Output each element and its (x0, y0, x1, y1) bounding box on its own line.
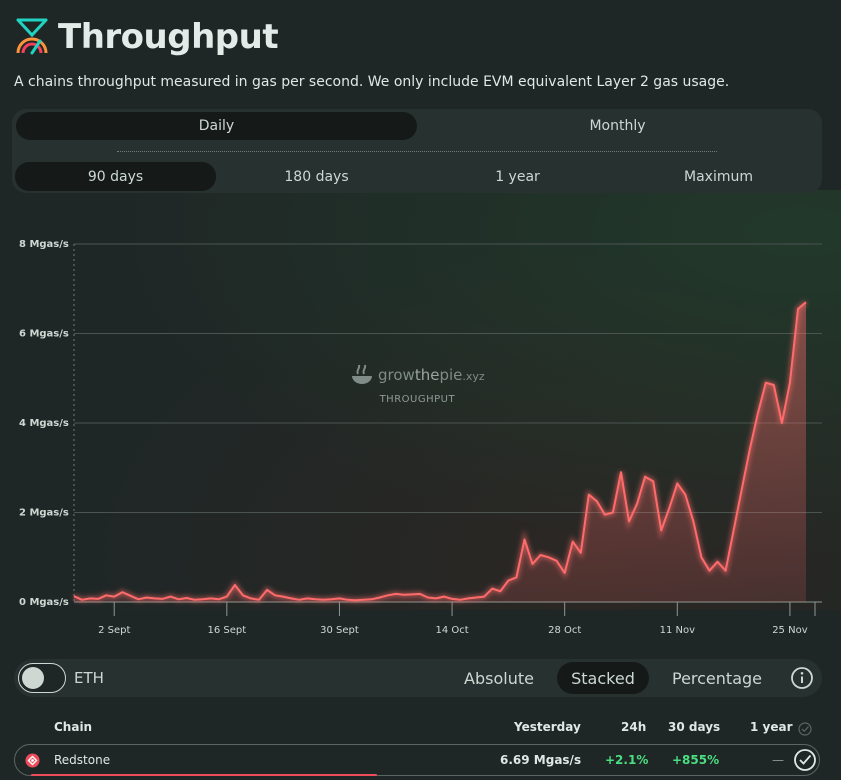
watermark: growthepie.xyz THROUGHPUT (350, 364, 485, 405)
header-30-days[interactable]: 30 days (668, 720, 721, 734)
page-subtitle: A chains throughput measured in gas per … (14, 74, 730, 90)
page-title: Throughput (58, 17, 279, 57)
toggle-knob (22, 667, 44, 689)
share-bar (31, 774, 377, 776)
range-maximum[interactable]: Maximum (684, 168, 753, 185)
y-tick-label: 0 Mgas/s (19, 597, 69, 608)
watermark-caption: THROUGHPUT (379, 394, 456, 405)
yesterday-value: 6.69 Mgas/s (500, 753, 582, 767)
range-90-days[interactable]: 90 days (15, 162, 216, 191)
pie-logo-icon (352, 364, 372, 384)
redstone-chain-icon (25, 753, 40, 768)
tab-monthly[interactable]: Monthly (589, 118, 646, 134)
mode-stacked[interactable]: Stacked (557, 662, 649, 694)
info-icon[interactable] (790, 666, 814, 690)
range-180-days[interactable]: 180 days (284, 168, 349, 185)
x-tick-label: 30 Sept (320, 625, 359, 636)
x-tick-label: 14 Oct (435, 625, 468, 636)
select-all-check-icon[interactable] (798, 722, 812, 736)
eth-toggle[interactable] (18, 663, 66, 693)
page-header: Throughput (14, 14, 279, 60)
watermark-brand: growthepie.xyz (378, 366, 485, 384)
tab-daily[interactable]: Daily (16, 112, 417, 140)
chart-controls: Daily Monthly 90 days 180 days 1 year Ma… (12, 109, 822, 193)
mode-percentage[interactable]: Percentage (671, 668, 762, 688)
throughput-chart: 0 Mgas/s 2 Mgas/s 4 Mgas/s 6 Mgas/s 8 Mgas/s… (19, 239, 822, 636)
divider (117, 151, 717, 152)
hourglass-gauge-icon (16, 18, 48, 55)
y-tick-label: 2 Mgas/s (19, 508, 69, 519)
x-tick-label: 11 Nov (660, 625, 696, 636)
series-line-redstone (73, 301, 807, 602)
mode-absolute[interactable]: Absolute (464, 668, 534, 688)
change-24h: +2.1% (605, 753, 649, 767)
change-30-days: +855% (672, 753, 720, 767)
chain-name: Redstone (54, 753, 111, 767)
series-area (74, 302, 806, 602)
y-tick-label: 6 Mgas/s (19, 329, 69, 340)
range-1-year[interactable]: 1 year (495, 168, 540, 185)
x-tick-label: 25 Nov (772, 625, 808, 636)
eth-toggle-label: ETH (74, 669, 104, 687)
row-selected-check-icon[interactable] (794, 749, 816, 771)
change-1-year: — (772, 753, 784, 767)
header-24h[interactable]: 24h (621, 720, 647, 734)
x-tick-label: 2 Sept (98, 625, 130, 636)
table-row[interactable]: Redstone 6.69 Mgas/s +2.1% +855% — (14, 744, 820, 776)
x-tick-label: 16 Sept (207, 625, 246, 636)
header-chain[interactable]: Chain (54, 720, 93, 734)
chart-options-bar: ETH Absolute Stacked Percentage (14, 659, 822, 697)
header-yesterday[interactable]: Yesterday (514, 720, 581, 734)
header-1-year[interactable]: 1 year (750, 720, 793, 734)
y-tick-label: 8 Mgas/s (19, 239, 69, 250)
x-tick-label: 28 Oct (548, 625, 581, 636)
y-tick-label: 4 Mgas/s (19, 418, 69, 429)
